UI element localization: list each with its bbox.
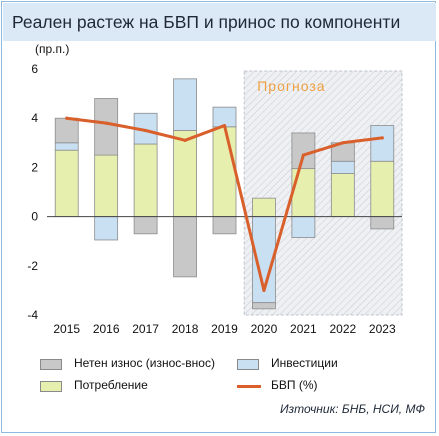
gdp-point-2019 (222, 123, 227, 128)
gdp-point-2017 (144, 128, 148, 133)
bar-consumption-2018 (173, 130, 197, 217)
legend-swatch-investment (237, 359, 259, 370)
bar-consumption-2016 (94, 154, 119, 218)
bar-net-exports-2016 (94, 98, 119, 156)
bar-net-exports-2023 (370, 216, 395, 230)
bar-investment-2015 (54, 142, 79, 151)
y-tick-label: 4 (31, 111, 38, 125)
x-tick-label: 2021 (290, 322, 317, 336)
x-tick-label: 2023 (369, 322, 396, 336)
bar-net-exports-2018 (173, 216, 197, 278)
bar-net-exports-2021 (291, 132, 316, 170)
bar-investment-2021 (291, 216, 316, 238)
bar-consumption-2015 (54, 149, 79, 217)
legend-label-gdp: БВП (%) (271, 378, 318, 392)
bar-net-exports-2020 (252, 302, 276, 310)
x-tick-label: 2017 (132, 322, 159, 336)
y-unit-label: (пр.п.) (35, 42, 69, 56)
bar-investment-2022 (330, 160, 355, 174)
bar-consumption-2017 (133, 143, 158, 217)
x-tick-label: 2018 (172, 322, 199, 336)
gdp-point-2015 (65, 116, 69, 120)
gdp-point-2020 (262, 288, 266, 292)
x-tick-label: 2019 (211, 322, 238, 336)
bar-net-exports-2019 (212, 216, 237, 235)
x-tick-label: 2015 (53, 322, 80, 336)
y-tick-label: 2 (31, 160, 38, 174)
bar-net-exports-2017 (133, 216, 158, 235)
y-tick-label: 6 (31, 62, 38, 76)
gdp-point-2021 (301, 153, 305, 157)
x-tick-label: 2020 (251, 322, 278, 336)
legend-label-consumption: Потребление (74, 378, 148, 392)
bar-investment-2016 (94, 216, 119, 241)
bar-consumption-2020 (252, 197, 276, 217)
legend-label-net-exports: Нетен износ (износ-внос) (74, 356, 215, 370)
forecast-label: Прогноза (257, 78, 325, 94)
legend-label-investment: Инвестиции (271, 356, 338, 370)
bar-consumption-2019 (212, 126, 237, 217)
y-tick-label: -2 (27, 259, 38, 273)
bar-consumption-2023 (370, 160, 395, 217)
bar-investment-2023 (370, 125, 395, 162)
gdp-point-2023 (380, 136, 384, 140)
legend-swatch-net-exports (40, 359, 62, 370)
bar-investment-2018 (173, 78, 197, 131)
y-tick-label: 0 (31, 210, 38, 224)
x-tick-label: 2022 (329, 322, 356, 336)
chart-title: Реален растеж на БВП и принос по компоне… (12, 12, 401, 32)
legend-swatch-consumption (40, 381, 62, 392)
bar-net-exports-2015 (54, 117, 79, 144)
gdp-point-2022 (341, 141, 345, 145)
source-note: Източник: БНБ, НСИ, МФ (279, 402, 425, 416)
title-bar: Реален растеж на БВП и принос по компоне… (3, 3, 436, 41)
gdp-point-2016 (104, 121, 108, 125)
gdp-point-2018 (183, 138, 187, 142)
bar-consumption-2021 (291, 168, 316, 218)
legend-swatch-gdp (237, 385, 261, 388)
bar-investment-2019 (212, 106, 237, 128)
y-tick-label: -4 (27, 308, 38, 322)
bar-consumption-2022 (330, 173, 355, 218)
x-tick-label: 2016 (93, 322, 120, 336)
